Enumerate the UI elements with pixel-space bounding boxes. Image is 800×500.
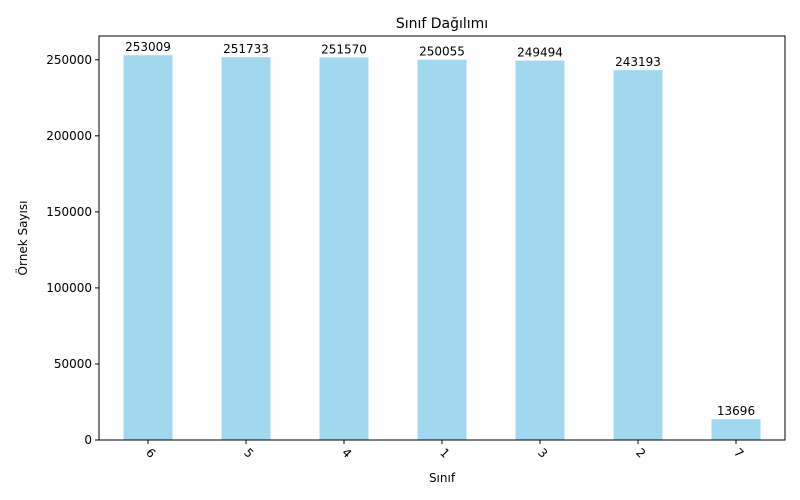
x-tick-label-6: 6: [143, 446, 158, 461]
bar-3: [515, 60, 565, 441]
y-tick-label-150000: 150000: [46, 205, 92, 219]
x-tick-label-7: 7: [731, 446, 746, 461]
bar-7: [711, 419, 761, 440]
data-label-6: 253009: [125, 40, 171, 54]
y-tick-label-100000: 100000: [46, 281, 92, 295]
bar-5: [221, 57, 271, 440]
x-tick-label-2: 2: [633, 446, 648, 461]
x-tick-label-4: 4: [339, 446, 354, 461]
data-label-3: 249494: [517, 46, 563, 60]
y-tick-label-200000: 200000: [46, 129, 92, 143]
x-tick-label-5: 5: [241, 446, 256, 461]
data-labels-group: 253009 251733 251570 250055 249494 243193 1369…: [125, 40, 755, 418]
bar-6: [123, 55, 173, 441]
data-label-7: 13696: [717, 404, 755, 418]
bar-2: [613, 70, 663, 441]
x-axis-label: Sınıf: [429, 471, 456, 485]
y-tick-label-50000: 50000: [54, 357, 92, 371]
data-label-1: 250055: [419, 45, 465, 59]
x-axis: 6 5 4 1 3 2 7: [143, 440, 746, 461]
y-tick-label-0: 0: [84, 433, 92, 447]
chart-title: Sınıf Dağılımı: [396, 16, 488, 32]
x-tick-label-1: 1: [437, 446, 452, 461]
y-tick-label-250000: 250000: [46, 53, 92, 67]
x-tick-label-3: 3: [535, 446, 550, 461]
data-label-2: 243193: [615, 55, 661, 69]
y-axis-label: Örnek Sayısı: [14, 201, 30, 276]
plot-frame: [98, 35, 786, 441]
bar-4: [319, 57, 369, 440]
bar-1: [417, 59, 467, 440]
data-label-4: 251570: [321, 42, 367, 56]
data-label-5: 251733: [223, 42, 269, 56]
bars-group: [123, 55, 761, 441]
y-axis: 0 50000 100000 150000 200000 250000: [46, 53, 99, 447]
